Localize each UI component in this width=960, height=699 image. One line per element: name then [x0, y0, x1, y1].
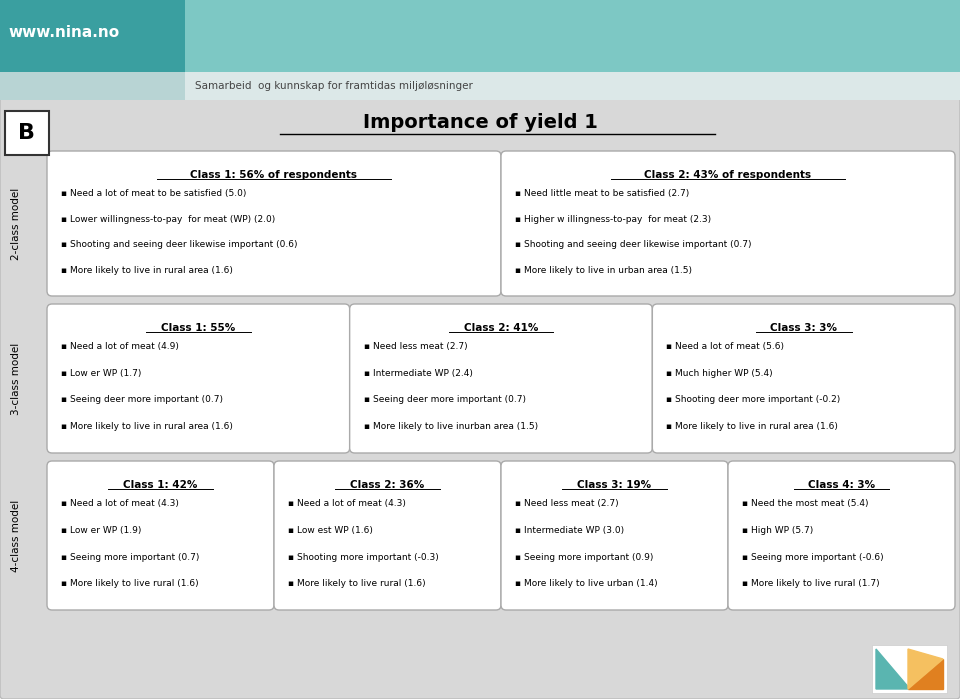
Bar: [0, 0, 185, 72]
Text: ▪ Seeing deer more important (0.7): ▪ Seeing deer more important (0.7): [364, 396, 526, 405]
Bar: [185, 72, 960, 100]
Text: ▪ Need a lot of meat to be satisfied (5.0): ▪ Need a lot of meat to be satisfied (5.…: [61, 189, 247, 198]
Text: ▪ High WP (5.7): ▪ High WP (5.7): [742, 526, 813, 535]
Text: ▪ Shooting and seeing deer likewise important (0.7): ▪ Shooting and seeing deer likewise impo…: [515, 240, 752, 250]
Text: ▪ Intermediate WP (2.4): ▪ Intermediate WP (2.4): [364, 369, 472, 377]
Text: Samarbeid  og kunnskap for framtidas miljøløsninger: Samarbeid og kunnskap for framtidas milj…: [195, 81, 473, 91]
Text: ▪ Shooting deer more important (-0.2): ▪ Shooting deer more important (-0.2): [666, 396, 841, 405]
FancyBboxPatch shape: [47, 304, 349, 453]
Text: ▪ Much higher WP (5.4): ▪ Much higher WP (5.4): [666, 369, 773, 377]
Text: Class 2: 41%: Class 2: 41%: [464, 323, 539, 333]
FancyBboxPatch shape: [47, 461, 274, 610]
Text: ▪ Low er WP (1.9): ▪ Low er WP (1.9): [61, 526, 141, 535]
Text: ▪ Need less meat (2.7): ▪ Need less meat (2.7): [515, 499, 618, 508]
Text: ▪ More likely to live in rural area (1.6): ▪ More likely to live in rural area (1.6…: [61, 422, 233, 431]
Text: ▪ More likely to live in rural area (1.6): ▪ More likely to live in rural area (1.6…: [666, 422, 838, 431]
Text: ▪ Seeing more important (0.9): ▪ Seeing more important (0.9): [515, 552, 654, 561]
FancyBboxPatch shape: [349, 304, 653, 453]
FancyBboxPatch shape: [501, 151, 955, 296]
Text: Class 3: 3%: Class 3: 3%: [770, 323, 837, 333]
Text: Class 4: 3%: Class 4: 3%: [808, 480, 876, 490]
Text: B: B: [18, 123, 36, 143]
Text: ▪ More likely to live in rural area (1.6): ▪ More likely to live in rural area (1.6…: [61, 266, 233, 275]
Text: ▪ Need a lot of meat (4.9): ▪ Need a lot of meat (4.9): [61, 342, 179, 351]
Text: ▪ Need a lot of meat (5.6): ▪ Need a lot of meat (5.6): [666, 342, 784, 351]
Text: Class 3: 19%: Class 3: 19%: [577, 480, 652, 490]
Text: ▪ More likely to live urban (1.4): ▪ More likely to live urban (1.4): [515, 579, 658, 589]
Text: www.nina.no: www.nina.no: [8, 25, 119, 40]
Text: ▪ Low est WP (1.6): ▪ Low est WP (1.6): [288, 526, 372, 535]
Text: Class 1: 55%: Class 1: 55%: [161, 323, 235, 333]
Text: ▪ Intermediate WP (3.0): ▪ Intermediate WP (3.0): [515, 526, 624, 535]
Text: ▪ More likely to live in urban area (1.5): ▪ More likely to live in urban area (1.5…: [515, 266, 692, 275]
Text: Class 1: 56% of respondents: Class 1: 56% of respondents: [190, 170, 357, 180]
Text: 4-class model: 4-class model: [11, 499, 21, 572]
Text: ▪ Low er WP (1.7): ▪ Low er WP (1.7): [61, 369, 141, 377]
Text: ▪ More likely to live rural (1.6): ▪ More likely to live rural (1.6): [288, 579, 425, 589]
Polygon shape: [908, 649, 943, 689]
Bar: [872, 645, 947, 693]
Polygon shape: [876, 649, 910, 689]
Text: ▪ Seeing more important (0.7): ▪ Seeing more important (0.7): [61, 552, 200, 561]
Text: ▪ Shooting more important (-0.3): ▪ Shooting more important (-0.3): [288, 552, 439, 561]
FancyBboxPatch shape: [653, 304, 955, 453]
FancyBboxPatch shape: [5, 111, 49, 155]
Text: Class 2: 43% of respondents: Class 2: 43% of respondents: [644, 170, 811, 180]
FancyBboxPatch shape: [728, 461, 955, 610]
Text: ▪ Seeing more important (-0.6): ▪ Seeing more important (-0.6): [742, 552, 883, 561]
Text: 2-class model: 2-class model: [11, 187, 21, 259]
Text: ▪ Shooting and seeing deer likewise important (0.6): ▪ Shooting and seeing deer likewise impo…: [61, 240, 298, 250]
Text: ▪ Need less meat (2.7): ▪ Need less meat (2.7): [364, 342, 468, 351]
Text: ▪ Need a lot of meat (4.3): ▪ Need a lot of meat (4.3): [288, 499, 406, 508]
Text: ▪ More likely to live rural (1.7): ▪ More likely to live rural (1.7): [742, 579, 879, 589]
Text: ▪ Higher w illingness-to-pay  for meat (2.3): ▪ Higher w illingness-to-pay for meat (2…: [515, 215, 711, 224]
Text: ▪ More likely to live inurban area (1.5): ▪ More likely to live inurban area (1.5): [364, 422, 538, 431]
Text: ▪ Need little meat to be satisfied (2.7): ▪ Need little meat to be satisfied (2.7): [515, 189, 689, 198]
Text: 3-class model: 3-class model: [11, 343, 21, 415]
Text: ▪ Need the most meat (5.4): ▪ Need the most meat (5.4): [742, 499, 869, 508]
Text: ▪ Lower willingness-to-pay  for meat (WP) (2.0): ▪ Lower willingness-to-pay for meat (WP)…: [61, 215, 276, 224]
Polygon shape: [908, 659, 943, 689]
Text: ▪ Need a lot of meat (4.3): ▪ Need a lot of meat (4.3): [61, 499, 179, 508]
FancyBboxPatch shape: [47, 151, 501, 296]
FancyBboxPatch shape: [501, 461, 728, 610]
FancyBboxPatch shape: [274, 461, 501, 610]
FancyBboxPatch shape: [0, 96, 960, 699]
Text: Class 1: 42%: Class 1: 42%: [123, 480, 198, 490]
Bar: [0, 72, 185, 100]
Text: ▪ More likely to live rural (1.6): ▪ More likely to live rural (1.6): [61, 579, 199, 589]
Bar: [185, 0, 960, 72]
Text: ▪ Seeing deer more important (0.7): ▪ Seeing deer more important (0.7): [61, 396, 223, 405]
Text: Class 2: 36%: Class 2: 36%: [350, 480, 424, 490]
Text: Importance of yield 1: Importance of yield 1: [363, 113, 597, 131]
